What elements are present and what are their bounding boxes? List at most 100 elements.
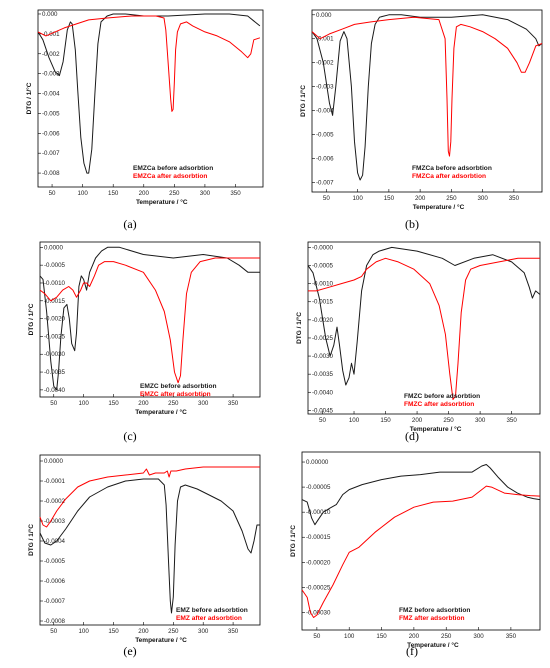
panel-caption: (b)	[405, 217, 419, 231]
x-tick-label: 350	[228, 400, 239, 407]
x-axis-label: Temperature / °C	[135, 408, 187, 416]
x-tick-label: 150	[384, 195, 395, 202]
series-line-after	[301, 485, 541, 618]
series-line-before	[301, 464, 541, 526]
series-line-before	[311, 14, 543, 181]
y-tick-label: -0.0030	[312, 353, 334, 360]
legend-entry-before: EMZC before adsorbtion	[140, 383, 217, 390]
y-tick-label: 0.000	[316, 12, 332, 19]
y-tick-label: 0.000	[42, 11, 58, 18]
plot-frame	[37, 9, 264, 188]
x-tick-label: 200	[412, 417, 423, 424]
y-axis-label: DTG / 1/°C	[25, 82, 33, 114]
x-tick-label: 250	[443, 417, 454, 424]
x-tick-label: 150	[108, 628, 119, 635]
y-tick-label: -0.0020	[44, 316, 66, 323]
series-line-before	[39, 246, 260, 391]
y-tick-label: -0.002	[316, 60, 334, 67]
y-tick-label: -0.0025	[44, 333, 66, 340]
y-tick-label: -0.0005	[44, 558, 66, 565]
y-axis-label: DTG / 1/°C	[289, 525, 297, 557]
series-line-after	[39, 257, 260, 384]
x-tick-label: 300	[198, 628, 209, 635]
series-line-after	[39, 466, 260, 528]
legend-entry-before: FMZCa before adsorbtion	[412, 165, 492, 172]
y-tick-label: -0.005	[316, 132, 334, 139]
x-tick-label: 250	[446, 195, 457, 202]
series-line-before	[39, 478, 260, 614]
y-tick-label: -0.0001	[44, 478, 66, 485]
x-tick-label: 50	[50, 628, 57, 635]
series-line-after	[308, 257, 540, 400]
x-tick-label: 100	[78, 400, 89, 407]
x-tick-label: 50	[319, 417, 326, 424]
x-tick-label: 100	[352, 195, 363, 202]
y-tick-label: -0.005	[42, 110, 60, 117]
panel-caption: (e)	[123, 644, 136, 658]
y-tick-label: -0.0003	[44, 518, 66, 525]
y-tick-label: -0.0035	[44, 369, 66, 376]
y-tick-label: -0.0005	[44, 262, 66, 269]
plot-frame	[307, 241, 541, 415]
x-tick-label: 50	[323, 195, 330, 202]
legend-entry-after: FMZ after adsorbtion	[399, 615, 465, 622]
x-axis-label: Temperature / °C	[135, 636, 187, 644]
x-tick-label: 50	[49, 190, 56, 197]
y-tick-label: -0.00010	[306, 509, 331, 516]
chart-panel-e: 50 100 150 200 250 300 350 0.0000 -0.0001 -0.0002…	[27, 454, 261, 658]
y-tick-label: -0.0004	[44, 538, 66, 545]
y-tick-label: -0.0002	[44, 498, 66, 505]
x-tick-label: 200	[138, 628, 149, 635]
x-tick-label: 300	[198, 400, 209, 407]
y-axis-label: DTG / 1/°C	[295, 312, 303, 344]
x-tick-label: 150	[108, 190, 119, 197]
y-tick-label: -0.002	[42, 51, 60, 58]
legend-entry-after: FMZC after adsorbtion	[404, 401, 474, 408]
y-tick-label: 0.00000	[306, 459, 329, 466]
y-tick-label: -0.00005	[306, 484, 331, 491]
legend-entry-before: EMZ before adsorbtion	[176, 607, 248, 614]
y-tick-label: -0.0006	[44, 578, 66, 585]
y-tick-label: -0.0030	[44, 351, 66, 358]
y-tick-label: -0.0010	[312, 281, 334, 288]
chart-panel-c: 50 100 150 200 250 300 350 0.0000 -0.0005 -0.0010…	[27, 241, 261, 443]
series-line-before	[307, 246, 541, 386]
x-tick-label: 200	[139, 190, 150, 197]
legend-entry-after: EMZ after adsorbtion	[176, 615, 242, 622]
legend-entry-before: FMZC before adsorbtion	[404, 393, 480, 400]
y-tick-label: -0.007	[316, 179, 334, 186]
y-tick-label: -0.001	[42, 31, 60, 38]
y-tick-label: -0.00025	[306, 584, 331, 591]
x-tick-label: 150	[108, 400, 119, 407]
y-axis-label: DTG / 1/°C	[299, 85, 307, 117]
series-line-before	[37, 13, 261, 174]
x-tick-label: 350	[230, 190, 241, 197]
panel-caption: (c)	[123, 429, 136, 443]
y-tick-label: -0.003	[42, 71, 60, 78]
x-axis-label: Temperature / °C	[413, 203, 465, 211]
y-tick-label: -0.008	[42, 170, 60, 177]
x-tick-label: 100	[77, 190, 88, 197]
y-tick-label: -0.0010	[44, 280, 66, 287]
x-tick-label: 50	[50, 400, 57, 407]
chart-panel-f: 50 100 150 200 250 300 350 0.00000 -0.00005 -0.00…	[289, 451, 541, 658]
y-tick-label: -0.004	[42, 91, 60, 98]
x-tick-label: 100	[349, 417, 360, 424]
x-tick-label: 350	[506, 633, 517, 640]
x-tick-label: 100	[78, 628, 89, 635]
legend-entry-before: EMZCa before adsorbtion	[133, 165, 213, 172]
y-tick-label: -0.0008	[44, 618, 66, 625]
x-tick-label: 300	[475, 417, 486, 424]
y-tick-label: -0.004	[316, 108, 334, 115]
panel-caption: (a)	[123, 217, 136, 231]
legend-entry-after: FMZCa after adsorbtion	[412, 173, 486, 180]
y-tick-label: -0.006	[42, 130, 60, 137]
x-tick-label: 250	[168, 400, 179, 407]
y-tick-label: -0.007	[42, 150, 60, 157]
x-tick-label: 250	[168, 628, 179, 635]
y-tick-label: -0.0007	[44, 598, 66, 605]
legend-entry-before: FMZ before adsorbtion	[399, 607, 470, 614]
series-line-after	[311, 16, 543, 157]
y-tick-label: -0.0040	[44, 387, 66, 394]
